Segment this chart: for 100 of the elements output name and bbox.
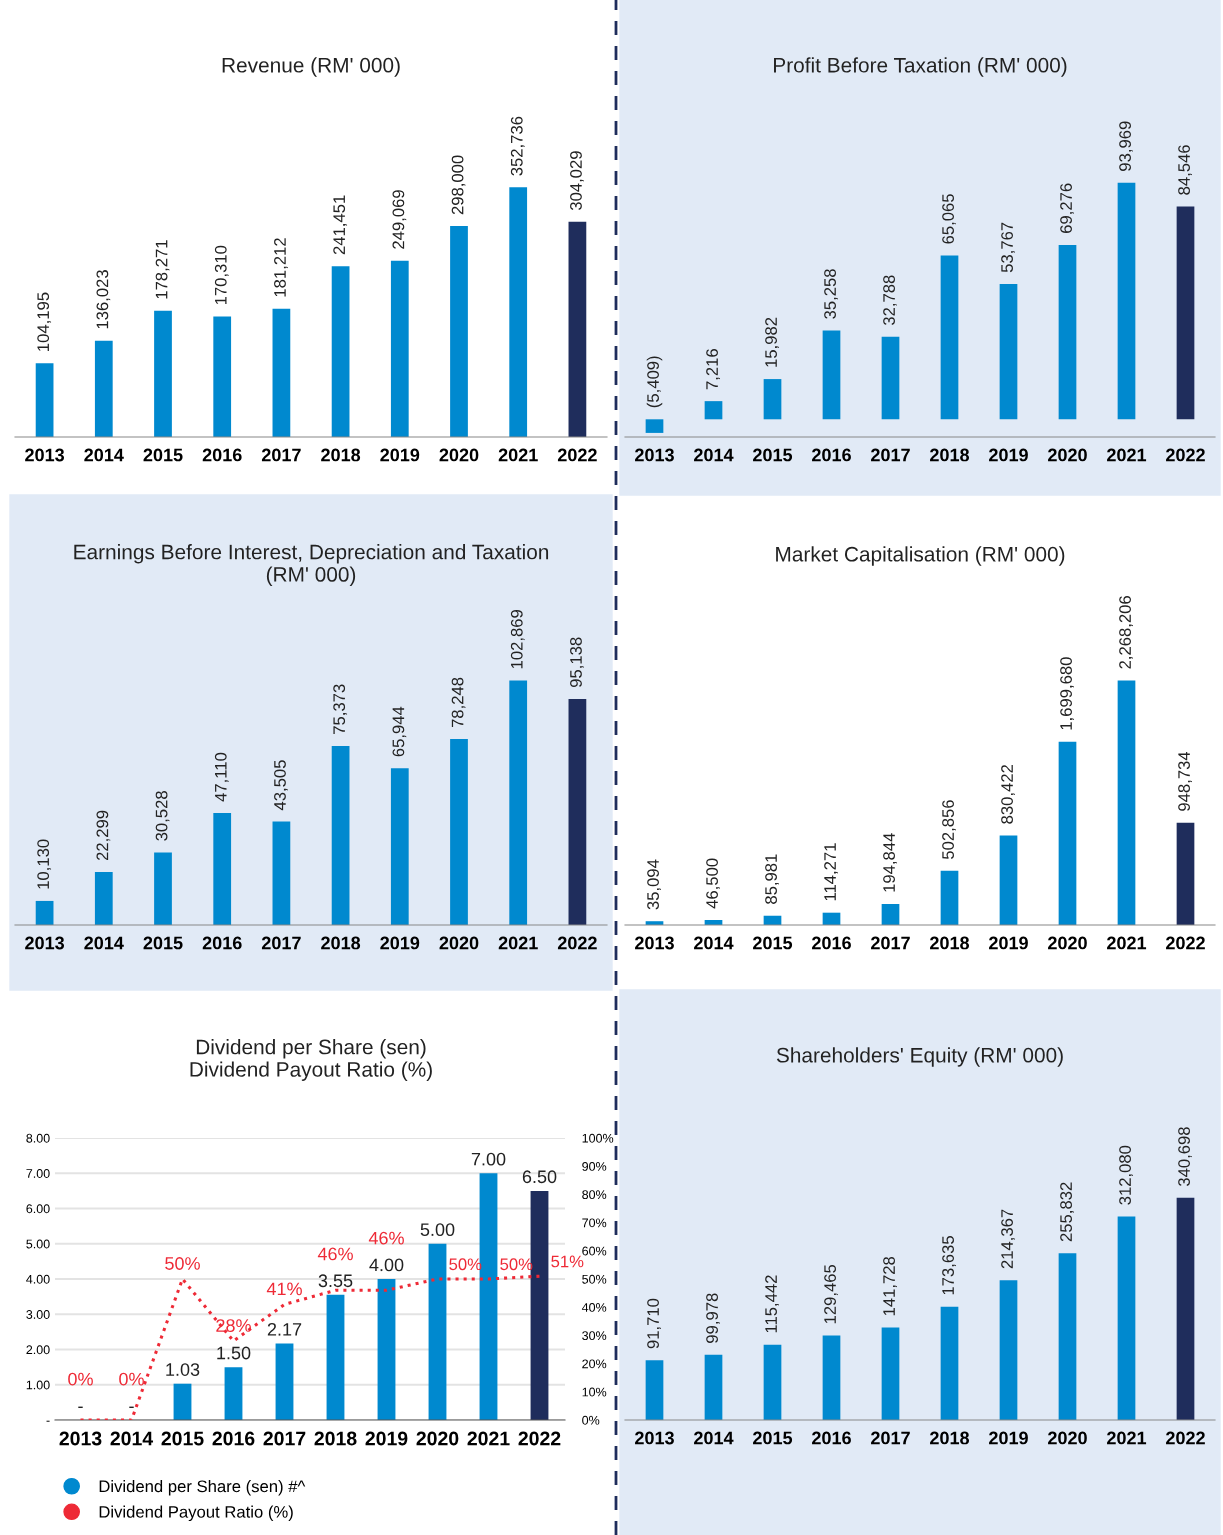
y2-tick-label: 10%	[582, 1387, 607, 1397]
x-tick-label: 2014	[110, 1431, 154, 1446]
x-tick-label: 2017	[871, 936, 910, 950]
bar	[1058, 741, 1077, 925]
x-tick-label: 2015	[143, 448, 183, 462]
x-tick-label: 2016	[212, 1431, 255, 1446]
chart-title: Shareholders' Equity (RM' 000)	[776, 1047, 1063, 1067]
x-tick-label: 2013	[635, 936, 674, 950]
data-label: 102,869	[510, 609, 525, 669]
y2-tick-label: 0%	[582, 1415, 600, 1425]
x-tick-label: 2021	[1107, 936, 1147, 950]
x-tick-label: 2015	[161, 1431, 204, 1446]
chart-title: Earnings Before Interest, Depreciation and Taxation (RM' 000)	[74, 544, 549, 586]
data-label: 214,367	[1001, 1209, 1015, 1269]
data-label: 2,268,206	[1119, 596, 1133, 669]
y-tick-label: 2.00	[26, 1345, 50, 1355]
y-tick-label: 6.00	[26, 1204, 50, 1214]
bar	[450, 739, 468, 925]
data-label: 173,635	[942, 1236, 956, 1295]
x-tick-label: 2022	[557, 448, 597, 462]
bar	[568, 221, 587, 437]
data-label: 129,465	[824, 1264, 838, 1324]
x-tick-label: 2020	[439, 448, 479, 462]
data-label: 304,029	[570, 151, 584, 211]
data-label: 22,299	[96, 810, 111, 861]
x-tick-label: 2013	[59, 1431, 102, 1446]
data-label: 7,216	[706, 349, 720, 390]
bar	[645, 419, 664, 433]
data-label: 32,788	[883, 275, 897, 326]
x-tick-label: 2014	[84, 448, 124, 462]
data-label: 1,699,680	[1060, 657, 1074, 730]
x-tick-label: 2021	[1107, 448, 1147, 462]
x-tick-label: 2014	[694, 936, 734, 950]
x-tick-label: 2015	[753, 448, 793, 462]
bar	[763, 1344, 782, 1420]
x-tick-label: 2022	[1166, 1431, 1205, 1445]
data-label: 85,981	[765, 854, 779, 904]
x-tick-label: 2021	[498, 448, 538, 462]
y2-tick-label: 90%	[582, 1162, 607, 1171]
y2-tick-label: 100%	[582, 1133, 614, 1143]
data-label: 51%	[551, 1255, 584, 1268]
bar	[999, 1280, 1018, 1420]
data-label: (5,409)	[646, 356, 663, 408]
bar	[881, 904, 900, 925]
data-label: 95,138	[570, 637, 584, 688]
data-label: 50%	[165, 1257, 200, 1270]
bar	[154, 310, 172, 437]
data-label: 46,500	[706, 858, 720, 909]
bar	[377, 1279, 396, 1420]
legend-label: Dividend Payout Ratio (%)	[99, 1505, 293, 1522]
data-label: 352,736	[510, 116, 525, 176]
bar	[331, 266, 350, 437]
y-tick-label: -	[46, 1420, 50, 1422]
bar	[1117, 182, 1136, 420]
data-label: 7.00	[471, 1152, 506, 1166]
x-tick-label: 2019	[989, 448, 1028, 462]
x-tick-label: 2022	[557, 936, 597, 950]
bar	[173, 1383, 192, 1420]
x-tick-label: 2021	[1107, 1431, 1147, 1445]
bar	[822, 330, 841, 420]
x-tick-label: 2013	[25, 936, 65, 950]
x-tick-label: 2016	[812, 936, 851, 950]
y2-tick-label: 70%	[582, 1218, 607, 1228]
x-tick-label: 2018	[321, 936, 361, 950]
bar	[275, 1343, 294, 1420]
data-label: 35,094	[647, 859, 661, 910]
x-tick-label: 2017	[263, 1431, 306, 1446]
x-tick-label: 2015	[143, 936, 183, 950]
bar	[331, 745, 350, 925]
bar	[881, 336, 900, 420]
data-label: 99,978	[706, 1293, 720, 1343]
x-tick-label: 2015	[753, 936, 793, 950]
x-tick-label: 2019	[380, 448, 420, 462]
x-tick-label: 2020	[1048, 448, 1087, 462]
x-tick-label: 2018	[321, 448, 361, 462]
bar	[1058, 1253, 1077, 1420]
bar	[94, 340, 113, 437]
y-tick-label: 3.00	[26, 1310, 50, 1319]
bar	[213, 813, 232, 925]
chart-title: Profit Before Taxation (RM' 000)	[774, 57, 1067, 77]
x-tick-label: 2018	[930, 1431, 970, 1445]
data-label: 75,373	[333, 684, 348, 734]
x-tick-label: 2013	[635, 1431, 674, 1445]
data-label: 255,832	[1060, 1182, 1074, 1242]
x-tick-label: 2022	[1166, 448, 1205, 462]
x-tick-label: 2014	[694, 1431, 734, 1445]
x-tick-label: 2019	[380, 936, 420, 950]
data-label: 47,110	[214, 752, 229, 802]
data-label: 46%	[368, 1231, 404, 1245]
data-label: 249,069	[392, 190, 407, 249]
data-label: 170,310	[214, 245, 229, 305]
bar	[1176, 1197, 1195, 1420]
bar	[224, 1367, 243, 1420]
x-tick-label: 2016	[202, 936, 242, 950]
data-label: 43,505	[274, 760, 288, 811]
x-tick-label: 2017	[871, 448, 910, 462]
data-label: 35,258	[824, 269, 838, 319]
data-label: 1.03	[166, 1363, 200, 1376]
bar	[940, 870, 959, 925]
data-label: 114,271	[824, 843, 838, 901]
